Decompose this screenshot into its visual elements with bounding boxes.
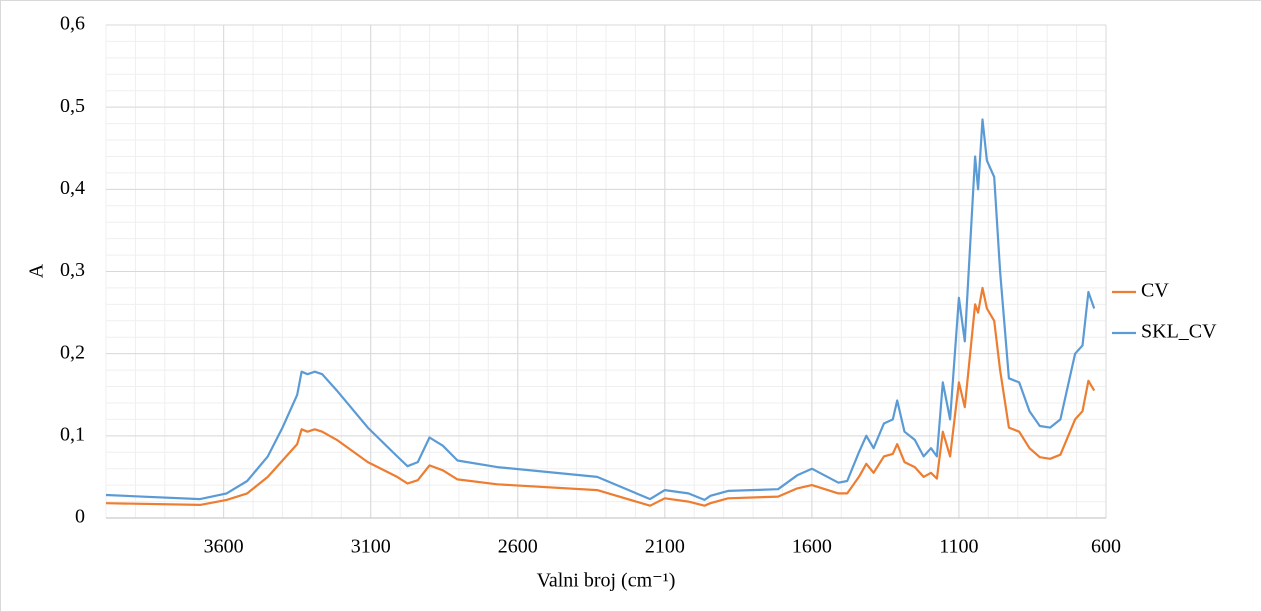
y-tick-label: 0 — [75, 506, 85, 528]
x-tick-label: 1100 — [939, 536, 978, 558]
y-axis-label: A — [26, 263, 48, 278]
y-tick-label: 0,1 — [60, 423, 85, 445]
legend-label: SKL_CV — [1141, 321, 1217, 343]
x-axis-label: Valni broj (cm⁻¹) — [537, 570, 676, 592]
y-tick-label: 0,5 — [60, 95, 85, 117]
x-tick-label: 3600 — [204, 536, 244, 558]
series-line — [105, 118, 1096, 501]
y-tick-label: 0,6 — [60, 13, 85, 35]
x-tick-label: 2600 — [498, 536, 538, 558]
y-tick-label: 0,3 — [60, 259, 85, 281]
x-tick-label: 1600 — [792, 536, 832, 558]
x-tick-label: 600 — [1091, 536, 1121, 558]
legend-label: CV — [1141, 280, 1169, 302]
y-tick-label: 0,2 — [60, 341, 85, 363]
y-tick-label: 0,4 — [60, 177, 85, 199]
x-tick-label: 3100 — [351, 536, 391, 558]
x-tick-label: 2100 — [645, 536, 685, 558]
series-line — [105, 286, 1096, 507]
